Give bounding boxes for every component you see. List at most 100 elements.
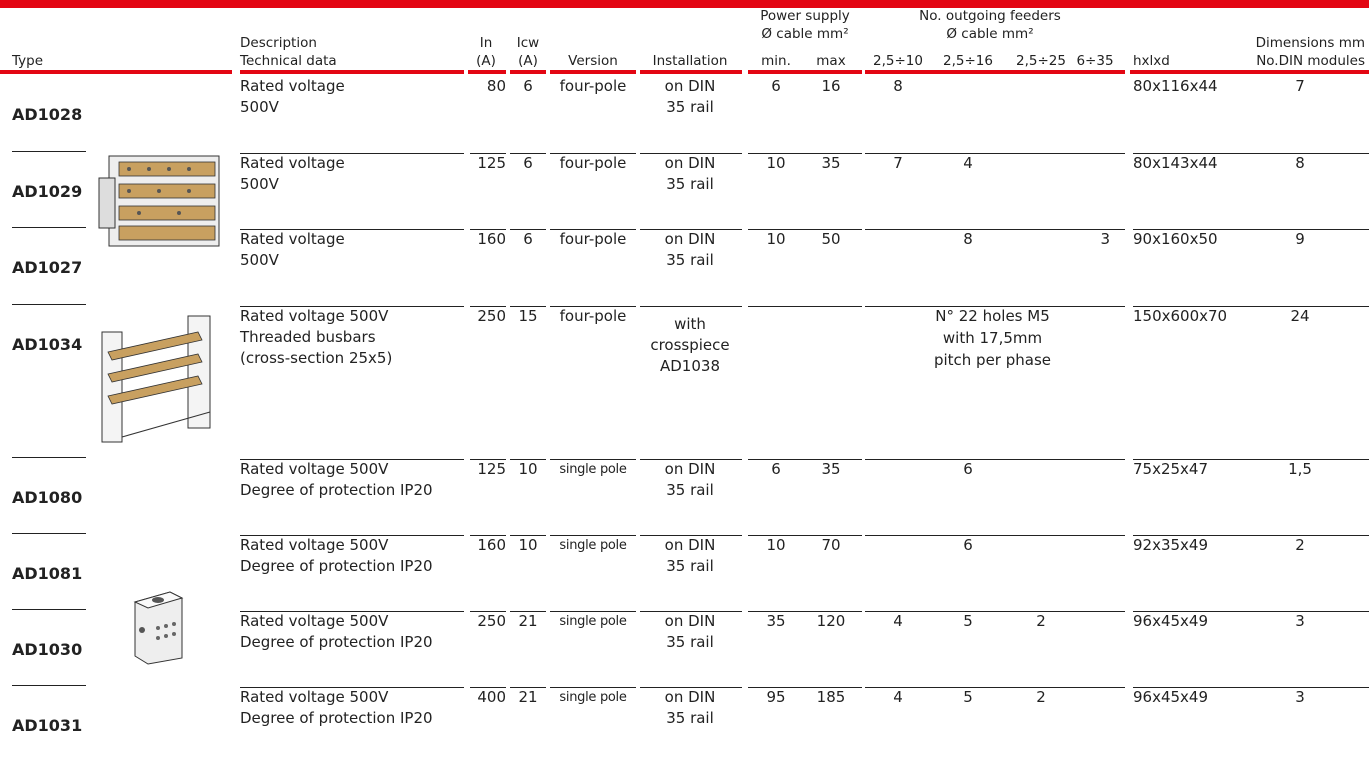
version-cell: single pole <box>559 690 627 705</box>
installation-cell: 35 rail <box>666 557 714 575</box>
f10-cell: 8 <box>893 77 903 95</box>
row-rule <box>240 153 464 154</box>
row-rule <box>240 611 464 612</box>
f25-cell: 2 <box>1036 688 1046 706</box>
in-cell: 160 <box>477 230 506 248</box>
description-cell: Rated voltage 500V <box>240 688 389 706</box>
in-cell: 125 <box>477 460 506 478</box>
row-rule <box>865 153 1125 154</box>
min-cell: 95 <box>766 688 786 706</box>
description-cell: 500V <box>240 98 279 116</box>
icw-cell: 21 <box>518 688 538 706</box>
row-rule <box>550 535 636 536</box>
type-code: AD1027 <box>12 258 83 277</box>
row-rule <box>865 229 1125 230</box>
row-rule <box>865 306 1125 307</box>
row-rule <box>12 457 86 458</box>
dims-cell: 90x160x50 <box>1133 230 1218 248</box>
max-cell: 185 <box>816 688 846 706</box>
row-rule <box>748 611 862 612</box>
description-cell: Degree of protection IP20 <box>240 709 433 727</box>
header-cell: hxlxd <box>1133 53 1170 69</box>
row-rule <box>240 459 464 460</box>
installation-cell: crosspiece <box>650 336 730 354</box>
max-cell: 70 <box>821 536 841 554</box>
row-rule <box>550 153 636 154</box>
row-rule <box>1133 535 1369 536</box>
row-rule <box>470 611 506 612</box>
description-cell: Rated voltage 500V <box>240 307 389 325</box>
modules-cell: 3 <box>1295 688 1305 706</box>
installation-cell: on DIN <box>664 460 716 478</box>
row-rule <box>1133 153 1369 154</box>
description-cell: Rated voltage <box>240 230 345 248</box>
header-rule <box>510 70 546 74</box>
header-cell: Power supply <box>760 8 850 24</box>
max-cell: 16 <box>821 77 841 95</box>
icw-cell: 6 <box>523 77 533 95</box>
icw-cell: 6 <box>523 154 533 172</box>
header-cell: 6÷35 <box>1076 53 1114 69</box>
f35-cell: 3 <box>1100 230 1110 248</box>
header-rule <box>240 70 464 74</box>
min-cell: 6 <box>771 460 781 478</box>
f16-cell: 4 <box>963 154 973 172</box>
modules-cell: 9 <box>1295 230 1305 248</box>
row-rule <box>470 535 506 536</box>
row-rule <box>510 153 546 154</box>
row-rule <box>510 687 546 688</box>
row-rule <box>640 611 742 612</box>
header-cell: max <box>816 53 846 69</box>
feeders-note: with 17,5mm <box>942 329 1043 347</box>
row-rule <box>1133 687 1369 688</box>
modules-cell: 3 <box>1295 612 1305 630</box>
header-cell: Technical data <box>240 53 337 69</box>
header-rule <box>865 70 1125 74</box>
description-cell: 500V <box>240 251 279 269</box>
modules-cell: 8 <box>1295 154 1305 172</box>
icw-cell: 21 <box>518 612 538 630</box>
in-cell: 250 <box>477 612 506 630</box>
icw-cell: 10 <box>518 536 538 554</box>
installation-cell: on DIN <box>664 688 716 706</box>
type-code: AD1081 <box>12 564 83 583</box>
modules-cell: 1,5 <box>1288 460 1312 478</box>
f25-cell: 2 <box>1036 612 1046 630</box>
modules-cell: 2 <box>1295 536 1305 554</box>
max-cell: 50 <box>821 230 841 248</box>
installation-cell: AD1038 <box>660 357 720 375</box>
description-cell: Rated voltage 500V <box>240 460 389 478</box>
row-rule <box>240 535 464 536</box>
max-cell: 120 <box>816 612 846 630</box>
row-rule <box>470 229 506 230</box>
row-rule <box>550 459 636 460</box>
row-rule <box>12 609 86 610</box>
f16-cell: 6 <box>963 536 973 554</box>
installation-cell: with <box>674 315 706 333</box>
f16-cell: 5 <box>963 688 973 706</box>
header-cell: 2,5÷10 <box>873 53 923 69</box>
header-cell: Icw <box>516 35 540 51</box>
row-rule <box>748 535 862 536</box>
header-cell: 2,5÷16 <box>943 53 993 69</box>
max-cell: 35 <box>821 460 841 478</box>
min-cell: 10 <box>766 154 786 172</box>
header-rule <box>550 70 636 74</box>
type-code: AD1030 <box>12 640 83 659</box>
f16-cell: 5 <box>963 612 973 630</box>
row-rule <box>550 611 636 612</box>
feeders-note: pitch per phase <box>933 351 1052 369</box>
header-cell: (A) <box>476 53 496 69</box>
modules-cell: 24 <box>1290 307 1310 325</box>
row-rule <box>640 687 742 688</box>
header-cell: Version <box>568 53 618 69</box>
installation-cell: on DIN <box>664 77 716 95</box>
f16-cell: 8 <box>963 230 973 248</box>
row-rule <box>12 304 86 305</box>
f10-cell: 7 <box>893 154 903 172</box>
dims-cell: 75x25x47 <box>1133 460 1209 478</box>
row-rule <box>550 229 636 230</box>
row-rule <box>12 227 86 228</box>
description-cell: Degree of protection IP20 <box>240 557 433 575</box>
